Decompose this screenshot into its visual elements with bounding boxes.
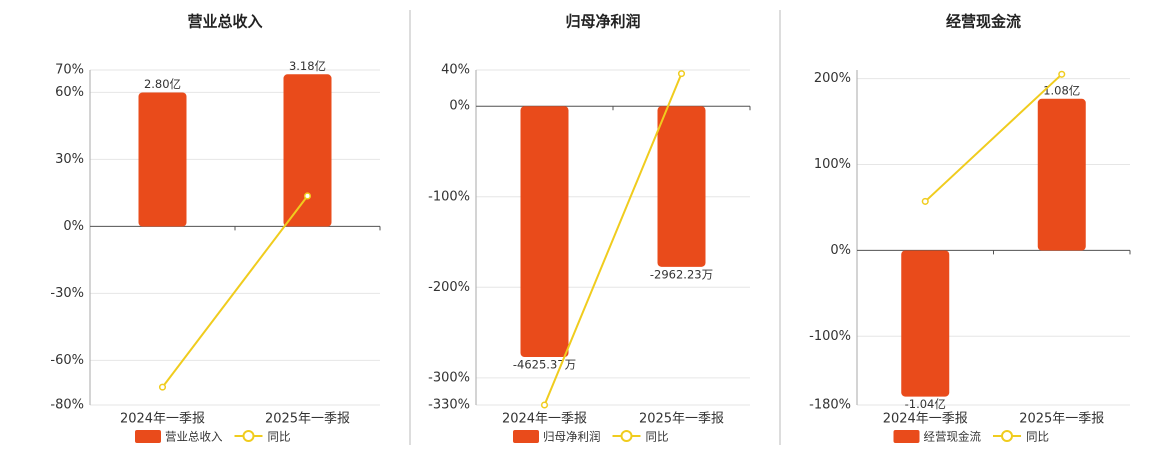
yoy-point: [921, 197, 929, 205]
x-tick-label: 2024年一季报: [120, 412, 205, 427]
legend-label: 营业总收入: [165, 430, 223, 444]
y-tick-label: -100%: [809, 329, 851, 344]
legend-label: 同比: [646, 430, 669, 444]
bar-value-label: -1.04亿: [905, 397, 946, 411]
bar: [520, 106, 569, 358]
legend-swatch: [135, 430, 161, 443]
y-tick-label: 30%: [55, 152, 84, 167]
bar: [901, 250, 950, 397]
y-tick-label: -180%: [809, 398, 851, 413]
y-tick-label: -300%: [428, 370, 470, 385]
bar: [657, 106, 706, 267]
legend-label: 经营现金流: [924, 430, 982, 444]
legend-label: 归母净利润: [543, 430, 601, 444]
y-tick-label: 200%: [814, 71, 851, 86]
legend-label: 同比: [268, 430, 291, 444]
yoy-line: [161, 195, 309, 388]
y-tick-label: -330%: [428, 398, 470, 413]
bar-value-label: 2.80亿: [144, 77, 181, 91]
x-tick-label: 2025年一季报: [639, 412, 724, 427]
legend-point: [620, 430, 633, 442]
y-tick-label: 100%: [814, 157, 851, 172]
x-tick-label: 2025年一季报: [1019, 412, 1104, 427]
y-tick-label: 0%: [830, 243, 851, 258]
x-tick-label: 2025年一季报: [265, 412, 350, 427]
legend-point: [242, 430, 255, 442]
yoy-line: [543, 73, 683, 406]
yoy-point: [677, 70, 686, 78]
chart-title: 经营现金流: [946, 13, 1021, 31]
bar: [1037, 98, 1086, 251]
y-tick-label: -30%: [50, 286, 84, 301]
yoy-point: [158, 383, 167, 391]
bar-value-label: -4625.37万: [513, 358, 576, 372]
chart-title: 归母净利润: [565, 13, 640, 31]
chart-title: 营业总收入: [187, 13, 262, 31]
y-tick-label: 70%: [55, 63, 84, 78]
y-tick-label: 0%: [449, 99, 470, 114]
y-tick-label: -80%: [50, 398, 84, 413]
bar-value-label: -2962.23万: [650, 267, 713, 281]
bar: [138, 92, 187, 227]
yoy-line: [924, 73, 1063, 203]
bar-value-label: 3.18亿: [289, 59, 326, 73]
legend-label: 同比: [1026, 430, 1049, 444]
y-tick-label: 0%: [63, 219, 84, 234]
legend-swatch: [513, 430, 539, 443]
x-tick-label: 2024年一季报: [502, 412, 587, 427]
y-tick-label: 40%: [441, 63, 470, 78]
yoy-point: [303, 192, 312, 200]
x-tick-label: 2024年一季报: [883, 412, 968, 427]
y-tick-label: -60%: [50, 353, 84, 368]
yoy-point: [1058, 70, 1066, 78]
legend-point: [1001, 430, 1013, 442]
y-tick-label: -200%: [428, 280, 470, 295]
bar-value-label: 1.08亿: [1043, 83, 1080, 97]
y-tick-label: 60%: [55, 85, 84, 100]
y-tick-label: -100%: [428, 189, 470, 204]
bar: [283, 74, 332, 227]
legend-swatch: [893, 430, 920, 443]
yoy-point: [540, 401, 549, 409]
